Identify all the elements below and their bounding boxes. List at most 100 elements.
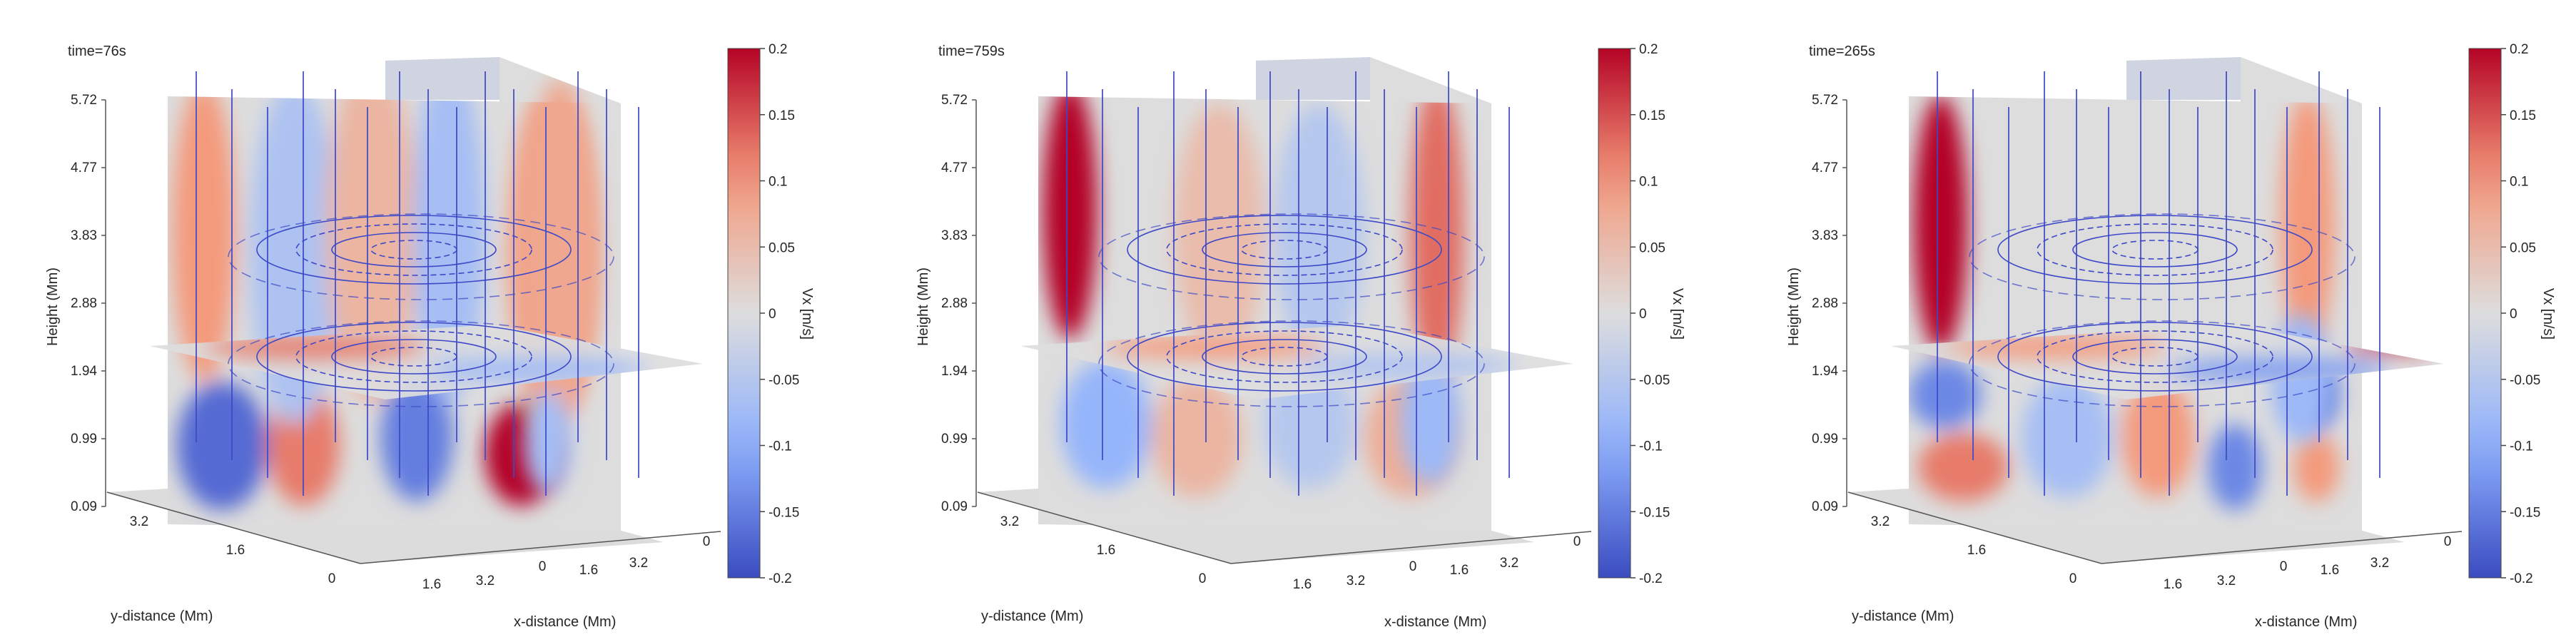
x-tick-label: 0 [1409, 559, 1417, 574]
colorbar-tick-label: 0.1 [2510, 175, 2528, 190]
field-blob [1151, 377, 1242, 497]
contour-ring [2037, 223, 2273, 276]
contour-rings [1098, 213, 1485, 407]
z-tick-label: 4.77 [941, 160, 968, 175]
contour-ring [228, 320, 614, 407]
contour-ring [2072, 232, 2238, 268]
right-plane-field [1400, 357, 1461, 485]
contour-ring [2111, 347, 2199, 367]
colorbar-tick-label: 0.1 [1639, 175, 1658, 190]
field-blob [1946, 335, 2168, 359]
x-tick-label: 0 [539, 559, 547, 574]
field-blob [1103, 335, 1325, 359]
y-tick-label: 0 [2069, 571, 2077, 586]
contour-ring [1202, 232, 1367, 268]
contour-ring [1241, 240, 1328, 260]
colorbar-tick-label: 0 [1639, 307, 1647, 322]
colorbar-tick-label: 0.15 [2510, 108, 2536, 123]
y-axis-line [977, 491, 1232, 564]
field-blob [2167, 358, 2389, 381]
contour-ring [1127, 322, 1442, 392]
field-blob [1174, 103, 1265, 360]
x-axis: 1.6 3.2 0 1.6 3.2 0 x-distance (Mm) [1230, 531, 1592, 630]
y-tick-label: 1.6 [226, 543, 245, 558]
field-blob [1400, 357, 1461, 485]
time-label: time=76s [68, 44, 126, 59]
colorbar-tick-label: -0.15 [2510, 505, 2540, 520]
colorbar: 0.2 0.15 0.1 0.05 0 -0.05 -0.1 -0.15 -0.2 Vx [m/s… [2468, 42, 2556, 586]
y-tick-label: 3.2 [1000, 514, 1019, 529]
y-tick-label: 1.6 [1967, 543, 1986, 558]
contour-ring [1127, 215, 1442, 285]
contour-ring [1969, 213, 2356, 300]
colorbar-gradient [1598, 48, 1631, 579]
field-blob [1297, 355, 1518, 377]
x-tick-label: 1.6 [422, 577, 441, 592]
field-blob [176, 382, 268, 510]
field-blob [2293, 433, 2340, 501]
field-lines [1066, 71, 1510, 496]
z-axis-label: Height (Mm) [45, 268, 61, 346]
colorbar-tick-label: 0.2 [1639, 42, 1658, 57]
back-plane [1256, 57, 1370, 100]
colorbar-tick-label: 0.05 [1639, 240, 1665, 255]
z-tick-label: 2.88 [1812, 296, 1838, 311]
field-blob [172, 96, 236, 382]
field-lines [1937, 71, 2380, 496]
field-blob [1913, 96, 1968, 352]
colorbar: 0.2 0.15 0.1 0.05 0 -0.05 -0.1 -0.15 -0.2 Vx [m/s… [1598, 42, 1685, 586]
z-tick-label: 0.99 [941, 432, 968, 447]
colorbar-tick-label: -0.05 [1639, 373, 1670, 388]
x-axis-label: x-distance (Mm) [2255, 614, 2357, 630]
x-tick-label: 1.6 [2164, 577, 2182, 592]
colorbar-label: Vx [m/s] [1670, 288, 1685, 340]
y-axis-label: y-distance (Mm) [981, 608, 1083, 624]
x-tick-label: 1.6 [1293, 577, 1312, 592]
field-blob [412, 96, 485, 403]
z-tick-label: 5.72 [71, 93, 97, 108]
y-axis-line [106, 491, 361, 564]
field-blob [1274, 103, 1365, 360]
z-tick-label: 0.09 [71, 499, 97, 514]
contour-ring [295, 223, 532, 276]
z-tick-label: 3.83 [1812, 228, 1838, 243]
back-plane [385, 57, 500, 100]
x-axis: 1.6 3.2 0 1.6 3.2 0 x-distance (Mm) [2101, 531, 2463, 630]
horizontal-plane-field [205, 335, 648, 381]
colorbar-tick-label: -0.1 [1639, 439, 1663, 454]
colorbar-tick-label: 0.2 [2510, 42, 2528, 57]
z-axis-label: Height (Mm) [916, 268, 931, 346]
colorbar-tick-label: 0.05 [2510, 240, 2536, 255]
chart-panel-2: 0.09 0.99 1.94 2.88 3.83 4.77 5.72 Height (Mm) t… [1786, 42, 2556, 630]
x-axis-line [2101, 531, 2463, 564]
colorbar-tick-label: -0.15 [769, 505, 799, 520]
y-tick-label: 3.2 [130, 514, 148, 529]
contour-ring [1997, 215, 2313, 285]
z-tick-label: 4.77 [1812, 160, 1838, 175]
contour-ring [256, 215, 572, 285]
field-blob [524, 391, 572, 494]
contour-ring [1166, 330, 1403, 383]
z-tick-label: 0.99 [1812, 432, 1838, 447]
field-blob [380, 373, 454, 501]
colorbar-tick-label: 0.15 [1639, 108, 1665, 123]
contour-ring [1098, 213, 1485, 300]
colorbar: 0.2 0.15 0.1 0.05 0 -0.05 -0.1 -0.15 -0.2 Vx [m/s… [727, 42, 815, 586]
x-tick-label: 0 [2280, 559, 2288, 574]
field-blob [1060, 360, 1152, 489]
colorbar-tick-label: -0.05 [769, 373, 799, 388]
x-tick-label: 3.2 [1500, 556, 1518, 571]
x-tick-label: 3.2 [476, 574, 495, 588]
colorbar-tick-label: -0.1 [2510, 439, 2533, 454]
z-tick-label: 1.94 [71, 364, 97, 379]
x-axis-label: x-distance (Mm) [514, 614, 616, 630]
colorbar-label: Vx [m/s] [799, 288, 815, 340]
y-axis: 3.2 1.6 0 y-distance (Mm) [977, 491, 1232, 624]
z-tick-label: 3.83 [71, 228, 97, 243]
contour-ring [1166, 223, 1403, 276]
x-tick-label: 3.2 [2370, 556, 2389, 571]
z-tick-label: 0.09 [941, 499, 968, 514]
z-axis: 0.09 0.99 1.94 2.88 3.83 4.77 5.72 Height (Mm) [1786, 93, 1847, 514]
field-blob [1917, 433, 2009, 501]
